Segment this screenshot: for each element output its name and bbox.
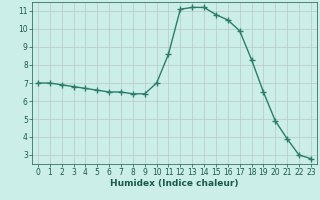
X-axis label: Humidex (Indice chaleur): Humidex (Indice chaleur): [110, 179, 239, 188]
